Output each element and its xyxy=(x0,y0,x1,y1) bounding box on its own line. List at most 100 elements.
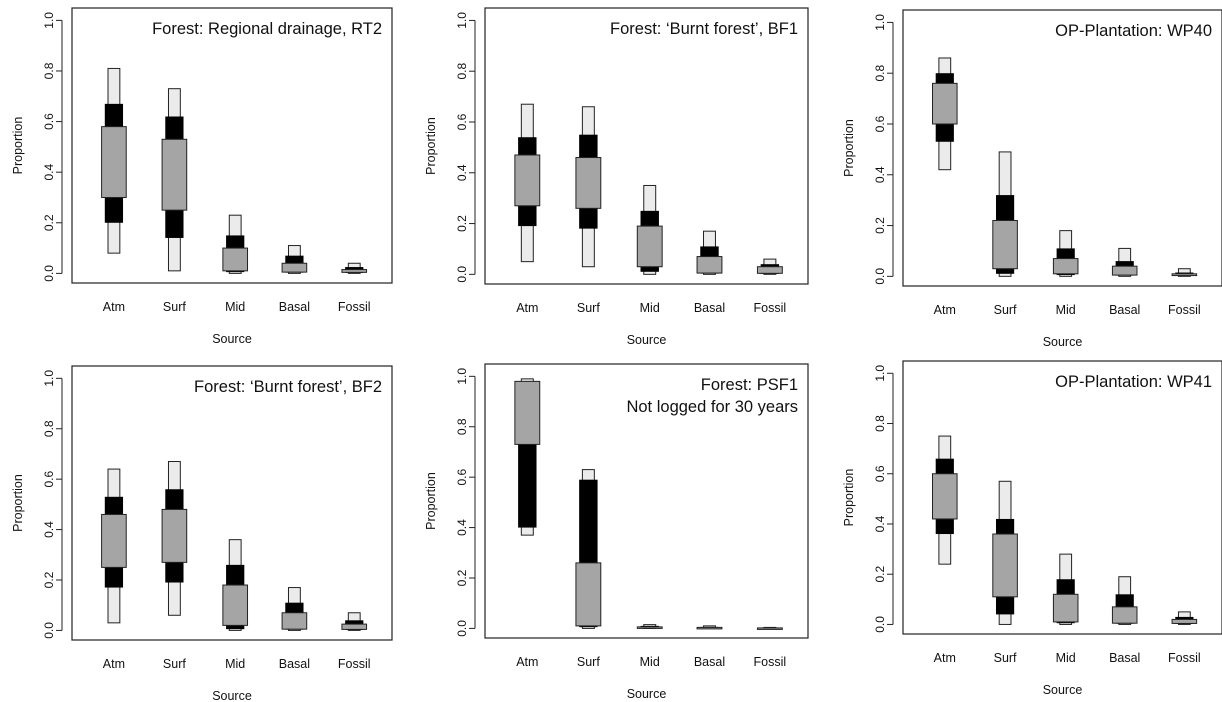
y-axis-title: Proportion xyxy=(11,474,25,532)
interval-inner-basal xyxy=(696,256,723,274)
interval-inner-fossil xyxy=(341,269,368,273)
x-axis-title: Source xyxy=(1043,683,1083,697)
x-tick-label-atm: Atm xyxy=(516,655,538,669)
x-tick-label-basal: Basal xyxy=(279,657,310,671)
plot-frame xyxy=(484,363,809,639)
panel-bf2: 0.0 0.2 0.4 0.6 0.8 1.0 Proportion Atm Surf Mid Ba… xyxy=(11,365,393,702)
panel-wp40: 0.0 0.2 0.4 0.6 0.8 1.0 Proportion Atm Surf Mid Ba… xyxy=(842,9,1222,349)
y-tick-label: 0.6 xyxy=(455,468,469,485)
x-tick-label-mid: Mid xyxy=(225,300,245,314)
x-tick-label-mid: Mid xyxy=(1056,303,1076,317)
y-tick-label: 0.2 xyxy=(455,215,469,232)
y-axis-title: Proportion xyxy=(842,119,856,177)
x-tick-label-fossil: Fossil xyxy=(754,301,787,315)
panel-rt2: 0.0 0.2 0.4 0.6 0.8 1.0 Proportion Atm Surf Mid Ba… xyxy=(11,7,393,346)
x-tick-label-fossil: Fossil xyxy=(338,657,371,671)
y-tick-label: 0.0 xyxy=(42,265,56,282)
interval-inner-mid xyxy=(1052,258,1079,275)
y-tick-label: 0.2 xyxy=(455,569,469,586)
panel-wp41: 0.0 0.2 0.4 0.6 0.8 1.0 Proportion Atm Surf Mid Ba… xyxy=(842,360,1222,697)
panel-title: Forest: ‘Burnt forest’, BF1 xyxy=(610,20,798,38)
y-tick-label: 0.6 xyxy=(42,470,56,487)
interval-inner-basal xyxy=(696,626,723,630)
x-tick-label-mid: Mid xyxy=(225,657,245,671)
y-tick-label: 0.8 xyxy=(873,65,887,82)
interval-inner-atm xyxy=(932,473,958,520)
interval-inner-atm xyxy=(932,82,958,125)
x-tick-label-fossil: Fossil xyxy=(754,655,787,669)
x-tick-label-surf: Surf xyxy=(994,303,1017,317)
x-tick-label-mid: Mid xyxy=(640,655,660,669)
x-tick-label-basal: Basal xyxy=(694,301,725,315)
x-tick-label-atm: Atm xyxy=(934,651,956,665)
y-tick-label: 0.6 xyxy=(873,465,887,482)
y-axis-title: Proportion xyxy=(11,117,25,175)
x-tick-label-atm: Atm xyxy=(516,301,538,315)
x-tick-label-basal: Basal xyxy=(694,655,725,669)
interval-inner-surf xyxy=(992,533,1018,598)
x-axis-title: Source xyxy=(627,687,667,701)
interval-inner-surf xyxy=(161,508,188,563)
x-tick-label-surf: Surf xyxy=(577,655,600,669)
y-tick-label: 0.6 xyxy=(873,115,887,132)
interval-inner-fossil xyxy=(756,627,783,630)
interval-inner-surf xyxy=(575,562,602,627)
y-tick-label: 0.4 xyxy=(455,519,469,536)
y-tick-label: 0.2 xyxy=(42,571,56,588)
y-tick-label: 0.4 xyxy=(873,515,887,532)
panel-psf1: 0.0 0.2 0.4 0.6 0.8 1.0 Proportion Atm Surf Mid Ba… xyxy=(424,363,809,701)
x-tick-label-surf: Surf xyxy=(577,301,600,315)
interval-inner-mid xyxy=(222,247,249,272)
panel-title: Forest: PSF1 xyxy=(701,376,798,394)
interval-inner-surf xyxy=(161,138,188,211)
x-tick-label-basal: Basal xyxy=(1109,651,1140,665)
y-axis-title: Proportion xyxy=(424,117,438,175)
y-tick-label: 0.4 xyxy=(873,166,887,183)
y-tick-label: 1.0 xyxy=(455,12,469,29)
x-tick-label-basal: Basal xyxy=(279,300,310,314)
interval-inner-fossil xyxy=(756,266,783,274)
panel-title: Forest: ‘Burnt forest’, BF2 xyxy=(194,378,382,396)
y-tick-label: 0.2 xyxy=(42,214,56,231)
y-tick-label: 1.0 xyxy=(873,14,887,31)
interval-inner-mid xyxy=(636,626,663,629)
panel-title: OP-Plantation: WP40 xyxy=(1055,22,1212,40)
panel-title: Not logged for 30 years xyxy=(626,398,798,416)
panel-title: Forest: Regional drainage, RT2 xyxy=(152,20,382,38)
y-tick-label: 0.0 xyxy=(455,620,469,637)
x-tick-label-mid: Mid xyxy=(1056,651,1076,665)
y-tick-label: 0.8 xyxy=(455,418,469,435)
y-tick-label: 0.2 xyxy=(873,217,887,234)
y-tick-label: 0.4 xyxy=(42,164,56,181)
interval-inner-surf xyxy=(575,157,602,209)
panel-title: OP-Plantation: WP41 xyxy=(1055,373,1212,391)
x-axis-title: Source xyxy=(627,333,667,347)
interval-inner-atm xyxy=(514,380,541,445)
interval-inner-surf xyxy=(992,219,1018,270)
x-tick-label-surf: Surf xyxy=(163,657,186,671)
y-axis-title: Proportion xyxy=(842,469,856,527)
x-tick-label-atm: Atm xyxy=(103,300,125,314)
x-tick-label-surf: Surf xyxy=(994,651,1017,665)
y-tick-label: 0.0 xyxy=(455,266,469,283)
y-axis-title: Proportion xyxy=(424,472,438,530)
y-tick-label: 0.6 xyxy=(455,113,469,130)
y-tick-label: 0.2 xyxy=(873,566,887,583)
interval-inner-mid xyxy=(636,225,663,268)
x-tick-label-surf: Surf xyxy=(163,300,186,314)
y-tick-label: 0.8 xyxy=(455,63,469,80)
plot-frame xyxy=(71,365,393,641)
interval-inner-fossil xyxy=(1171,273,1198,277)
y-tick-label: 0.0 xyxy=(873,616,887,633)
interval-inner-fossil xyxy=(341,623,368,630)
x-tick-label-atm: Atm xyxy=(103,657,125,671)
x-tick-label-fossil: Fossil xyxy=(338,300,371,314)
y-tick-label: 1.0 xyxy=(455,368,469,385)
interval-inner-mid xyxy=(1052,593,1079,623)
interval-inner-fossil xyxy=(1171,618,1198,624)
y-tick-label: 1.0 xyxy=(873,365,887,382)
y-tick-label: 0.6 xyxy=(42,113,56,130)
interval-inner-basal xyxy=(1111,606,1138,624)
interval-inner-basal xyxy=(1111,265,1138,276)
